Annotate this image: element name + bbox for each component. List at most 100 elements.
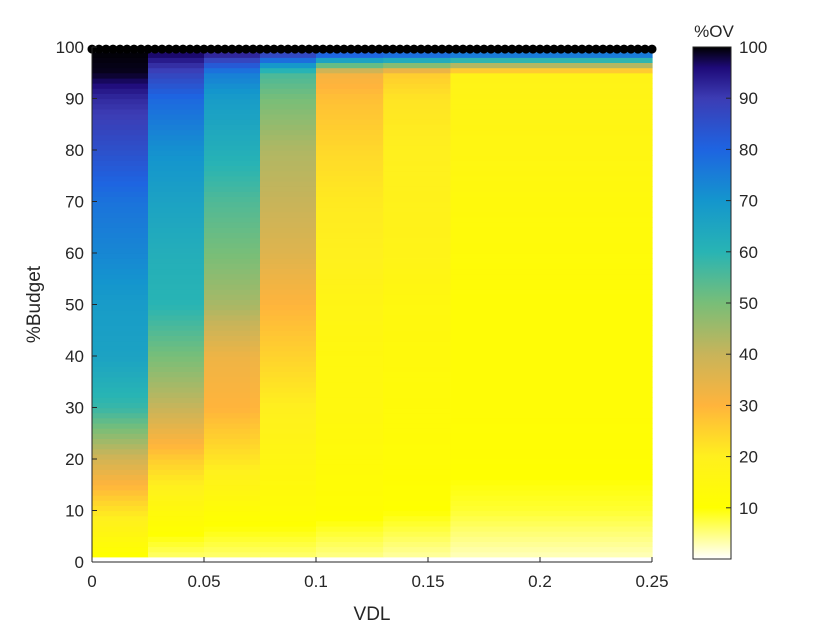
heatmap-cell	[260, 474, 317, 481]
heatmap-cell	[92, 438, 149, 445]
heatmap-cell	[450, 443, 653, 450]
heatmap-cell	[450, 350, 653, 357]
heatmap-cell	[260, 412, 317, 419]
heatmap-cell	[383, 330, 451, 336]
heatmap-cell	[204, 309, 261, 316]
colorbar-tick-label: 90	[739, 89, 758, 108]
heatmap-cell	[260, 526, 317, 532]
heatmap-cell	[450, 273, 653, 280]
heatmap-cell	[148, 201, 205, 208]
heatmap-cell	[204, 103, 261, 110]
heatmap-cell	[204, 340, 261, 347]
heatmap-cell	[260, 417, 317, 424]
data-point	[451, 44, 461, 54]
heatmap-cell	[450, 299, 653, 306]
heatmap-cell	[450, 227, 653, 233]
heatmap-cell	[316, 495, 384, 501]
heatmap-cell	[316, 93, 384, 100]
x-axis-label: VDL	[354, 604, 391, 625]
heatmap-cell	[204, 376, 261, 383]
heatmap-cell	[148, 345, 205, 352]
heatmap-cell	[204, 206, 261, 213]
data-point	[570, 44, 580, 54]
heatmap-cell	[204, 258, 261, 264]
heatmap-cell	[260, 227, 317, 233]
data-point	[129, 44, 139, 54]
data-point	[304, 44, 314, 54]
heatmap-cell	[92, 515, 149, 522]
heatmap-cell	[383, 93, 451, 100]
heatmap-cell	[92, 263, 149, 270]
heatmap-cell	[450, 397, 653, 403]
heatmap-cell	[260, 469, 317, 475]
budget-100-row	[87, 44, 657, 54]
heatmap-cell	[148, 422, 205, 429]
heatmap-cell	[260, 320, 317, 326]
heatmap-cell	[260, 448, 317, 455]
heatmap-cell	[148, 289, 205, 295]
heatmap-cell	[383, 515, 451, 522]
heatmap-cell	[316, 371, 384, 378]
x-tick-label: 0.05	[187, 572, 220, 591]
heatmap-cell	[204, 361, 261, 367]
heatmap-cell	[383, 438, 451, 445]
heatmap-cell	[148, 191, 205, 197]
heatmap-cell	[92, 289, 149, 295]
heatmap-cell	[260, 160, 317, 166]
heatmap-cell	[204, 402, 261, 409]
heatmap-cell	[204, 356, 261, 362]
data-point	[248, 44, 258, 54]
y-tick-label: 100	[56, 38, 84, 57]
heatmap-cell	[148, 510, 205, 517]
heatmap-cell	[260, 325, 317, 331]
heatmap-cell	[383, 273, 451, 280]
heatmap-cell	[204, 320, 261, 326]
heatmap-cell	[383, 314, 451, 321]
heatmap-cell	[450, 376, 653, 383]
heatmap-cell	[450, 453, 653, 460]
heatmap-cell	[260, 505, 317, 512]
heatmap-cell	[260, 520, 317, 527]
heatmap-cell	[148, 350, 205, 357]
heatmap-cell	[148, 381, 205, 388]
heatmap-cell	[450, 381, 653, 388]
heatmap-cell	[260, 402, 317, 409]
heatmap-cell	[316, 237, 384, 244]
heatmap-cell	[148, 139, 205, 146]
y-axis: 0 10 20 30 40 50 60 70 80 90 100	[56, 38, 97, 572]
heatmap-cell	[148, 77, 205, 84]
heatmap-cell	[204, 227, 261, 233]
heatmap-cell	[316, 227, 384, 233]
heatmap-cell	[383, 155, 451, 161]
data-point	[136, 44, 146, 54]
heatmap-cell	[450, 88, 653, 94]
heatmap-cell	[92, 320, 149, 326]
heatmap-cell	[450, 237, 653, 244]
heatmap-cell	[204, 345, 261, 352]
heatmap-cell	[260, 541, 317, 548]
heatmap-cell	[204, 237, 261, 244]
heatmap-cell	[204, 124, 261, 131]
heatmap-cell	[260, 67, 317, 74]
heatmap-cell	[260, 397, 317, 403]
heatmap-cell	[260, 201, 317, 208]
colorbar	[692, 46, 732, 560]
heatmap-cell	[383, 526, 451, 532]
heatmap-cell	[316, 330, 384, 336]
heatmap-cell	[148, 108, 205, 115]
heatmap-cell	[204, 520, 261, 527]
heatmap-cell	[92, 98, 149, 105]
heatmap-cell	[260, 350, 317, 357]
heatmap-cell	[383, 402, 451, 409]
heatmap-cell	[92, 72, 149, 79]
y-tick-label: 50	[65, 296, 84, 315]
y-tick-label: 20	[65, 450, 84, 469]
heatmap-cell	[316, 350, 384, 357]
heatmap-cell	[450, 57, 653, 63]
y-tick-label: 30	[65, 399, 84, 418]
heatmap-cell	[148, 196, 205, 203]
heatmap-cell	[316, 433, 384, 439]
heatmap-cell	[148, 304, 205, 311]
heatmap-cell	[260, 495, 317, 501]
heatmap-cell	[450, 546, 653, 553]
